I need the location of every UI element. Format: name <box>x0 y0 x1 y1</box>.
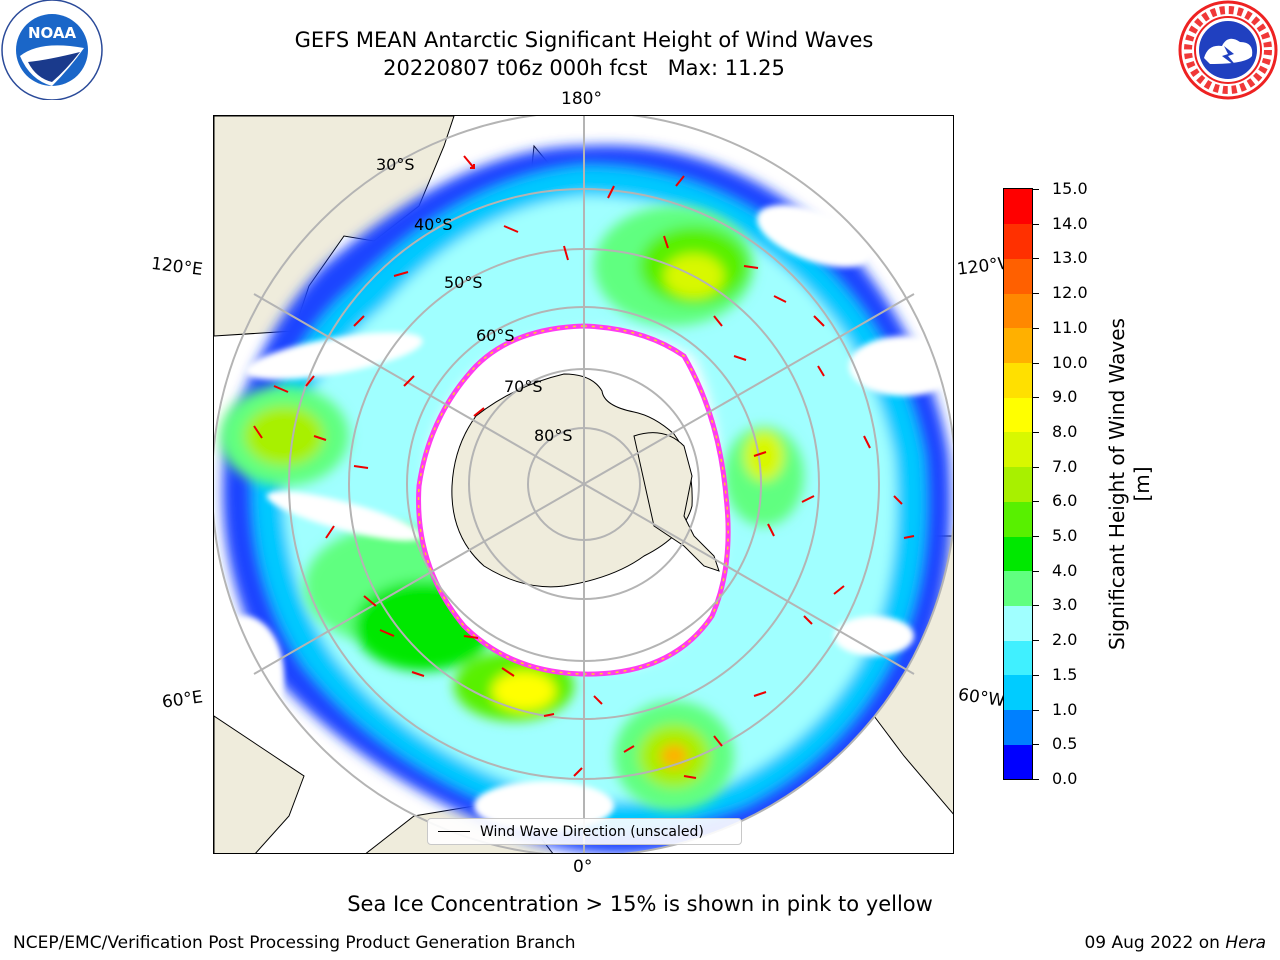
footer-date-text: 09 Aug 2022 on <box>1084 933 1220 953</box>
lon-label-upper-right: 120°W <box>955 254 1005 280</box>
colorbar-tick <box>1033 293 1039 295</box>
colorbar-tick <box>1033 570 1039 572</box>
colorbar-segment <box>1004 466 1032 502</box>
noaa-logo: NOAA <box>1 0 103 100</box>
colorbar-segment <box>1004 744 1032 780</box>
svg-text:NOAA: NOAA <box>28 24 77 42</box>
colorbar <box>1003 188 1033 780</box>
land-antarctica <box>451 373 693 588</box>
colorbar-tick-label: 7.0 <box>1052 456 1078 476</box>
colorbar-tick-label: 13.0 <box>1052 248 1088 268</box>
legend-label: Wind Wave Direction (unscaled) <box>480 823 704 840</box>
colorbar-segment <box>1004 536 1032 572</box>
lat-label-50s: 50°S <box>444 273 483 292</box>
colorbar-segment <box>1004 223 1032 259</box>
lon-label-bottom: 0° <box>573 857 593 877</box>
colorbar-tick <box>1033 397 1039 399</box>
antarctica <box>416 323 731 677</box>
land-antarctic-peninsula <box>633 432 720 572</box>
lat-label-70s: 70°S <box>504 377 543 396</box>
colorbar-tick <box>1033 709 1039 711</box>
colorbar-segment <box>1004 362 1032 398</box>
lat-label-80s: 80°S <box>534 426 573 445</box>
colorbar-tick-label: 1.5 <box>1052 664 1078 684</box>
lon-label-upper-left: 120°E <box>149 253 204 281</box>
colorbar-tick <box>1033 744 1039 746</box>
lon-label-lower-right: 60°W <box>956 684 1006 712</box>
colorbar-tick <box>1033 674 1039 676</box>
colorbar-tick <box>1033 779 1039 780</box>
colorbar-segment <box>1004 570 1032 606</box>
lat-label-40s: 40°S <box>414 215 453 234</box>
colorbar-tick <box>1033 466 1039 468</box>
polar-map: 30°S 40°S 50°S 60°S 70°S 80°S <box>213 115 954 854</box>
colorbar-tick-label: 2.0 <box>1052 630 1078 650</box>
footer-branch: NCEP/EMC/Verification Post Processing Pr… <box>13 933 576 953</box>
chart-subtitle: 20220807 t06z 000h fcst Max: 11.25 <box>383 56 785 80</box>
national-weather-service-logo <box>1178 0 1278 100</box>
colorbar-tick-label: 10.0 <box>1052 352 1088 372</box>
land-africa <box>214 715 305 853</box>
colorbar-segment <box>1004 709 1032 745</box>
colorbar-tick-label: 0.5 <box>1052 734 1078 754</box>
colorbar-tick-label: 4.0 <box>1052 560 1078 580</box>
sea-ice-note: Sea Ice Concentration > 15% is shown in … <box>347 892 933 916</box>
colorbar-tick-label: 0.0 <box>1052 769 1078 788</box>
colorbar-tick-label: 14.0 <box>1052 213 1088 233</box>
colorbar-tick-label: 11.0 <box>1052 317 1088 337</box>
colorbar-tick <box>1033 223 1039 225</box>
colorbar-tick <box>1033 605 1039 607</box>
colorbar-segment <box>1004 258 1032 294</box>
colorbar-tick <box>1033 501 1039 503</box>
colorbar-segment <box>1004 674 1032 711</box>
wind-wave-arrows <box>253 155 915 779</box>
graticule <box>214 116 953 853</box>
lat-label-60s: 60°S <box>476 326 515 345</box>
legend-line-sample <box>438 831 470 832</box>
colorbar-tick <box>1033 640 1039 642</box>
map-legend: Wind Wave Direction (unscaled) <box>427 818 742 845</box>
colorbar-segment <box>1004 431 1032 468</box>
colorbar-tick-label: 6.0 <box>1052 491 1078 511</box>
footer-machine: Hera <box>1225 933 1266 953</box>
lon-label-top: 180° <box>561 89 602 109</box>
colorbar-tick-label: 12.0 <box>1052 283 1088 303</box>
latitude-labels: 30°S 40°S 50°S 60°S 70°S 80°S <box>376 155 573 445</box>
colorbar-segment <box>1004 397 1032 433</box>
polar-map-svg: 30°S 40°S 50°S 60°S 70°S 80°S <box>214 116 953 853</box>
colorbar-tick <box>1033 189 1039 190</box>
colorbar-tick <box>1033 431 1039 433</box>
chart-title: GEFS MEAN Antarctic Significant Height o… <box>294 28 874 52</box>
colorbar-tick-label: 1.0 <box>1052 699 1078 719</box>
colorbar-tick-label: 3.0 <box>1052 595 1078 615</box>
lon-label-lower-left: 60°E <box>160 687 205 713</box>
colorbar-tick-label: 5.0 <box>1052 526 1078 546</box>
colorbar-tick <box>1033 362 1039 364</box>
colorbar-segment <box>1004 293 1032 329</box>
colorbar-segment <box>1004 605 1032 641</box>
colorbar-tick <box>1033 327 1039 329</box>
colorbar-tick <box>1033 536 1039 538</box>
colorbar-segment <box>1004 640 1032 676</box>
colorbar-segment <box>1004 327 1032 364</box>
colorbar-tick <box>1033 258 1039 260</box>
colorbar-title: Significant Height of Wind Waves [m] <box>1105 318 1154 650</box>
colorbar-tick-label: 8.0 <box>1052 421 1078 441</box>
colorbar-segment <box>1004 501 1032 537</box>
colorbar-tick-label: 15.0 <box>1052 179 1088 198</box>
colorbar-tick-label: 9.0 <box>1052 387 1078 407</box>
lat-label-30s: 30°S <box>376 155 415 174</box>
colorbar-segment <box>1004 189 1032 225</box>
footer-date: 09 Aug 2022 on Hera <box>1084 933 1266 953</box>
